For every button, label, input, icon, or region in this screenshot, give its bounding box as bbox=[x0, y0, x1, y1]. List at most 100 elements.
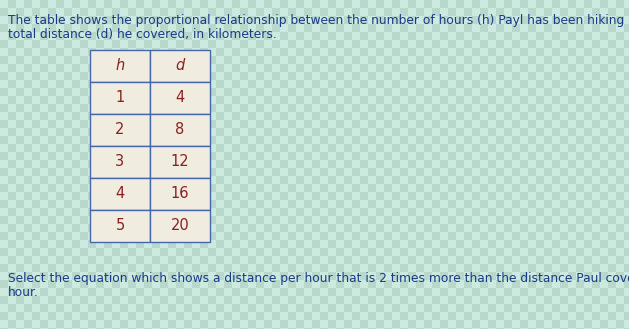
Bar bbox=[344, 80, 352, 88]
Bar bbox=[128, 312, 136, 320]
Bar bbox=[120, 56, 128, 64]
Bar bbox=[608, 312, 616, 320]
Bar bbox=[480, 296, 488, 304]
Bar bbox=[24, 280, 32, 288]
Bar bbox=[168, 16, 176, 24]
Bar bbox=[136, 272, 144, 280]
Bar bbox=[328, 304, 336, 312]
Bar bbox=[472, 32, 480, 40]
Bar bbox=[72, 152, 80, 160]
Bar bbox=[152, 32, 160, 40]
Bar bbox=[384, 88, 392, 96]
Bar bbox=[528, 88, 536, 96]
Bar bbox=[232, 176, 240, 184]
Bar bbox=[288, 320, 296, 328]
Bar bbox=[576, 88, 584, 96]
Bar bbox=[480, 112, 488, 120]
Bar bbox=[208, 288, 216, 296]
Bar bbox=[336, 8, 344, 16]
Bar bbox=[304, 280, 312, 288]
Bar bbox=[368, 72, 376, 80]
Bar bbox=[544, 152, 552, 160]
Bar bbox=[240, 128, 248, 136]
Bar bbox=[512, 48, 520, 56]
Bar bbox=[264, 8, 272, 16]
Bar bbox=[536, 64, 544, 72]
Bar bbox=[432, 128, 440, 136]
Bar bbox=[360, 40, 368, 48]
Bar bbox=[96, 160, 104, 168]
Bar bbox=[336, 184, 344, 192]
Bar bbox=[232, 0, 240, 8]
Bar bbox=[264, 312, 272, 320]
Bar bbox=[200, 24, 208, 32]
Bar bbox=[216, 160, 224, 168]
Bar bbox=[160, 80, 168, 88]
Bar bbox=[88, 152, 96, 160]
Bar bbox=[40, 216, 48, 224]
Bar bbox=[608, 264, 616, 272]
Bar bbox=[592, 328, 600, 329]
Bar bbox=[520, 128, 528, 136]
Bar bbox=[64, 216, 72, 224]
Bar bbox=[216, 168, 224, 176]
Bar bbox=[256, 192, 264, 200]
Bar bbox=[432, 0, 440, 8]
Bar bbox=[456, 128, 464, 136]
Bar bbox=[528, 128, 536, 136]
Bar bbox=[128, 216, 136, 224]
Bar bbox=[216, 296, 224, 304]
Bar bbox=[376, 64, 384, 72]
Bar bbox=[232, 32, 240, 40]
Bar bbox=[336, 112, 344, 120]
Bar bbox=[104, 328, 112, 329]
Bar bbox=[120, 104, 128, 112]
Bar bbox=[472, 208, 480, 216]
Bar bbox=[560, 248, 568, 256]
Bar bbox=[392, 88, 400, 96]
Bar bbox=[280, 264, 288, 272]
Bar bbox=[560, 24, 568, 32]
Bar bbox=[96, 192, 104, 200]
Bar bbox=[560, 0, 568, 8]
Bar bbox=[144, 64, 152, 72]
Bar bbox=[56, 40, 64, 48]
Bar bbox=[264, 152, 272, 160]
Bar bbox=[72, 128, 80, 136]
Bar bbox=[488, 248, 496, 256]
Bar bbox=[400, 176, 408, 184]
Bar bbox=[128, 200, 136, 208]
Bar bbox=[560, 72, 568, 80]
Bar bbox=[184, 240, 192, 248]
Bar bbox=[184, 232, 192, 240]
Bar bbox=[416, 168, 424, 176]
Bar bbox=[40, 56, 48, 64]
Bar bbox=[32, 152, 40, 160]
Bar bbox=[464, 320, 472, 328]
Bar bbox=[384, 24, 392, 32]
Bar bbox=[352, 40, 360, 48]
Bar bbox=[216, 8, 224, 16]
Bar bbox=[40, 304, 48, 312]
Bar bbox=[256, 0, 264, 8]
Bar bbox=[464, 16, 472, 24]
Bar bbox=[72, 24, 80, 32]
Bar bbox=[248, 136, 256, 144]
Bar bbox=[192, 280, 200, 288]
Bar bbox=[608, 32, 616, 40]
Bar bbox=[600, 8, 608, 16]
Bar bbox=[48, 48, 56, 56]
Bar bbox=[0, 8, 8, 16]
Bar bbox=[80, 272, 88, 280]
Bar bbox=[200, 64, 208, 72]
Bar bbox=[368, 272, 376, 280]
Bar bbox=[136, 296, 144, 304]
Bar bbox=[56, 296, 64, 304]
Bar bbox=[456, 64, 464, 72]
Bar bbox=[128, 88, 136, 96]
Bar bbox=[432, 272, 440, 280]
Bar bbox=[336, 144, 344, 152]
Bar bbox=[288, 56, 296, 64]
Bar bbox=[0, 104, 8, 112]
Bar bbox=[616, 184, 624, 192]
